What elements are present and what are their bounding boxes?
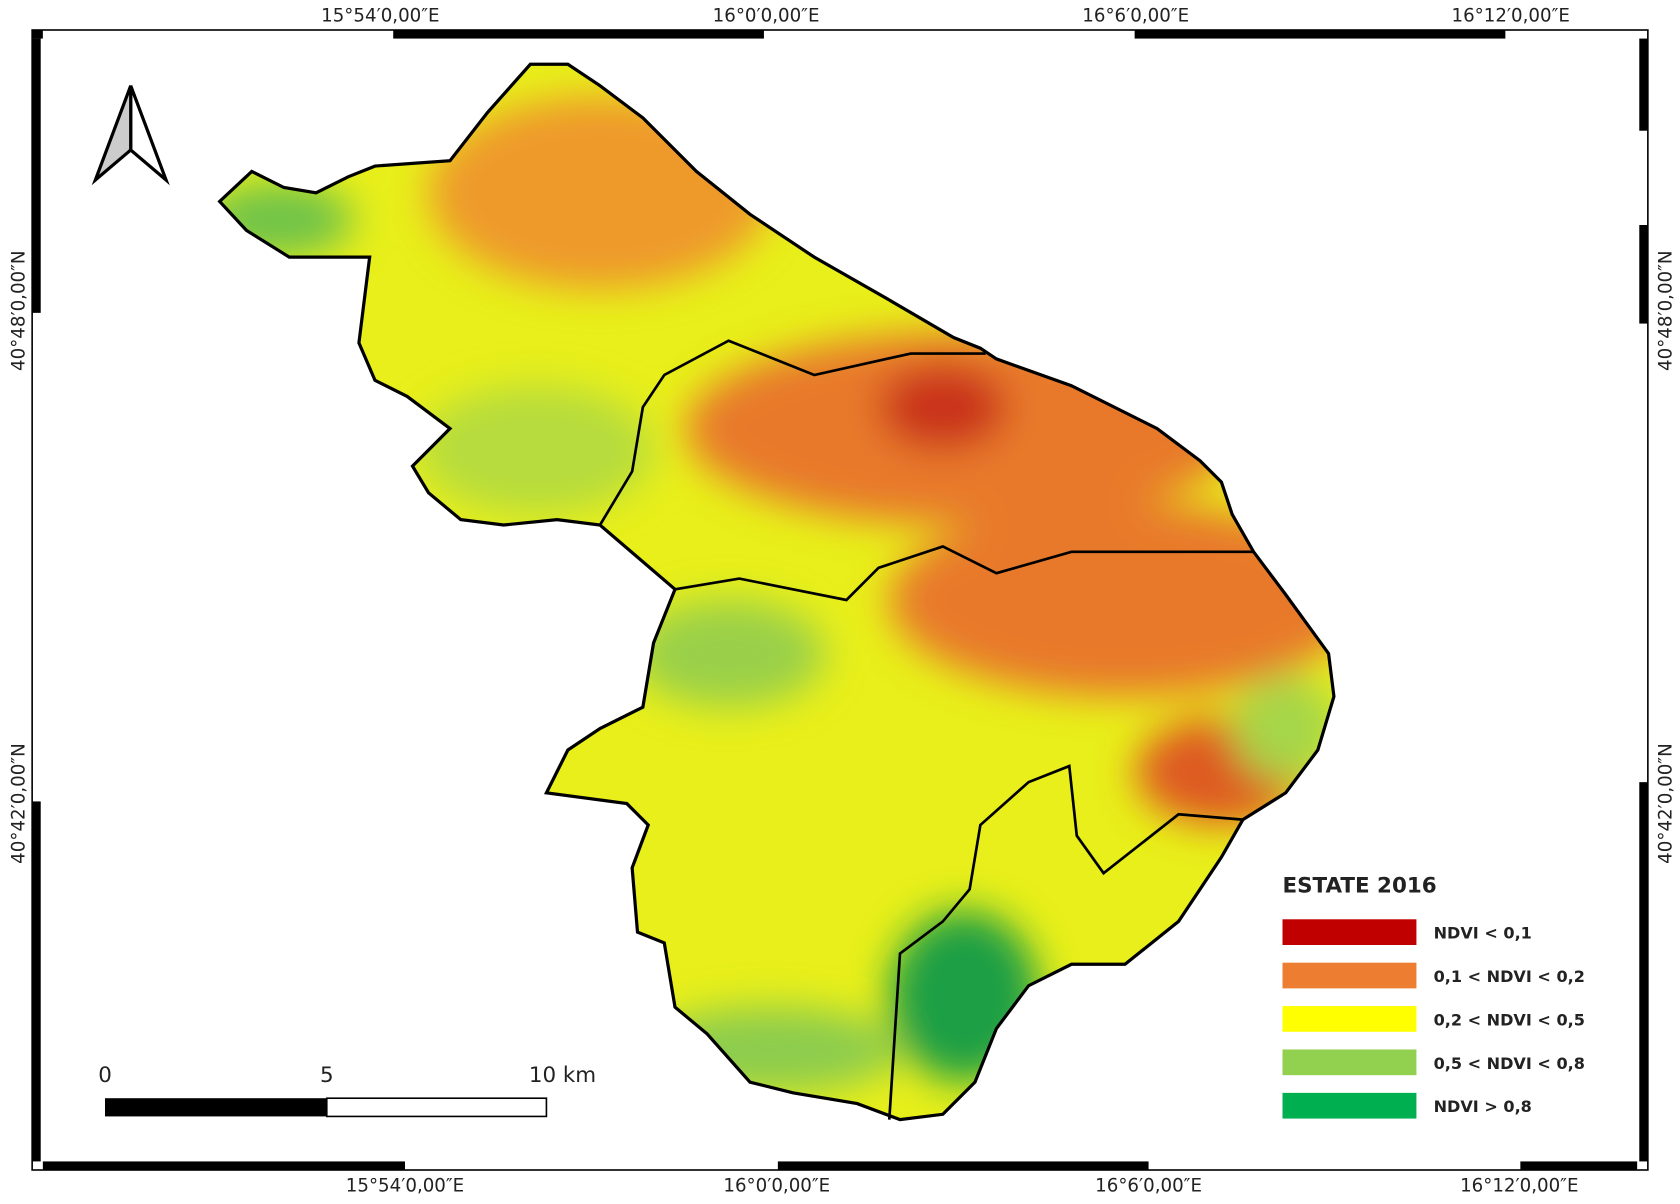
right-coord-label: 40°48′0,00″N: [1655, 250, 1676, 371]
left-coord-label: 40°48′0,00″N: [9, 250, 30, 371]
legend-swatch: [1282, 962, 1417, 989]
north-arrow: [91, 85, 170, 186]
bottom-coord-label: 16°12′0,00″E: [1460, 1175, 1578, 1196]
top-coord-label: 16°0′0,00″E: [713, 5, 820, 26]
legend-label: 0,2 < NDVI < 0,5: [1434, 1010, 1585, 1029]
scale-bar-segment: [105, 1098, 327, 1117]
legend-title: ESTATE 2016: [1283, 874, 1437, 899]
legend-swatch: [1282, 919, 1417, 945]
left-coord-label: 40°42′0,00″N: [9, 743, 30, 864]
top-coord-label: 15°54′0,00″E: [321, 5, 439, 26]
right-coord-label: 40°42′0,00″N: [1655, 743, 1676, 864]
municipal-borders: [598, 339, 1254, 1120]
legend-label: NDVI < 0,1: [1434, 924, 1532, 943]
legend-swatch: [1282, 1006, 1417, 1032]
scale-bar-segment: [325, 1097, 548, 1118]
frame-bars: [32, 30, 1648, 1170]
scale-label: 0: [98, 1063, 112, 1088]
bottom-coord-label: 16°6′0,00″E: [1095, 1175, 1202, 1196]
scale-label: 5: [320, 1063, 334, 1088]
legend-swatch: [1282, 1092, 1417, 1119]
scale-label: 10 km: [529, 1063, 596, 1088]
bottom-coord-label: 16°0′0,00″E: [723, 1175, 830, 1196]
top-coord-label: 16°6′0,00″E: [1082, 5, 1189, 26]
ndvi-raster: [219, 64, 1334, 1120]
legend-label: 0,5 < NDVI < 0,8: [1434, 1054, 1585, 1073]
bottom-coord-label: 15°54′0,00″E: [346, 1175, 464, 1196]
legend-label: NDVI > 0,8: [1434, 1097, 1532, 1116]
legend-swatch: [1282, 1049, 1417, 1076]
legend-label: 0,1 < NDVI < 0,2: [1434, 967, 1585, 986]
top-coord-label: 16°12′0,00″E: [1452, 5, 1570, 26]
